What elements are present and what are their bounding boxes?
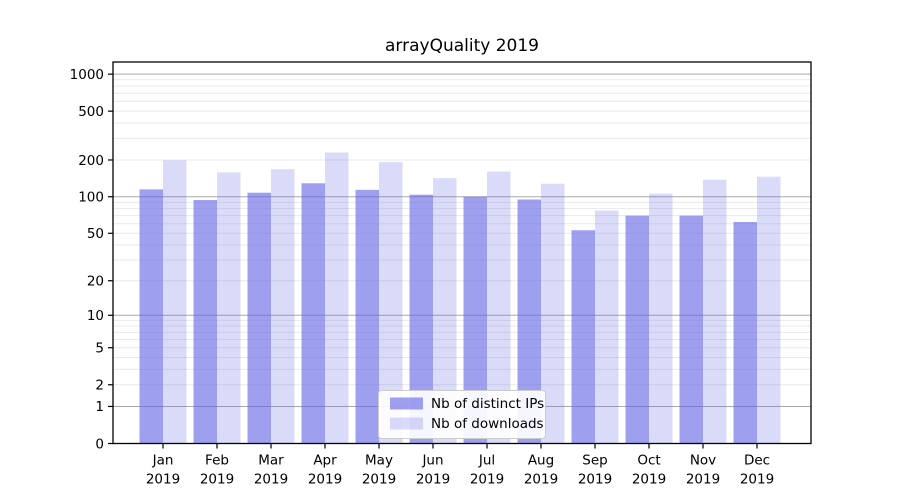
bar-nb-of-distinct-ips-jun: [409, 194, 433, 444]
legend-label-distinct-ips: Nb of distinct IPs: [431, 396, 544, 412]
x-tick-year-oct: 2019: [632, 472, 666, 488]
x-tick-year-sep: 2019: [578, 472, 612, 488]
x-tick-label-mar: Mar: [258, 453, 284, 469]
y-tick-label-200: 200: [78, 153, 104, 169]
x-tick-label-oct: Oct: [637, 453, 660, 469]
x-tick-label-apr: Apr: [313, 453, 337, 469]
bar-nb-of-distinct-ips-oct: [625, 215, 649, 444]
x-tick-year-nov: 2019: [686, 472, 720, 488]
bar-nb-of-distinct-ips-may: [355, 189, 379, 444]
x-tick-year-feb: 2019: [200, 472, 234, 488]
bar-nb-of-downloads-sep: [595, 210, 619, 444]
x-tick-label-nov: Nov: [690, 453, 716, 469]
x-tick-year-aug: 2019: [524, 472, 558, 488]
x-tick-label-may: May: [365, 453, 393, 469]
x-tick-label-jun: Jun: [421, 453, 443, 469]
x-tick-year-dec: 2019: [740, 472, 774, 488]
x-tick-label-jan: Jan: [152, 453, 174, 469]
x-tick-year-may: 2019: [362, 472, 396, 488]
legend: Nb of distinct IPs Nb of downloads: [378, 390, 546, 439]
bar-nb-of-distinct-ips-apr: [301, 183, 325, 444]
legend-swatch-downloads: [390, 417, 423, 430]
y-tick-label-1000: 1000: [70, 67, 104, 83]
y-tick-label-100: 100: [78, 190, 104, 206]
x-tick-year-mar: 2019: [254, 472, 288, 488]
legend-swatch-distinct-ips: [390, 397, 423, 410]
bar-nb-of-distinct-ips-jan: [139, 189, 163, 444]
bar-nb-of-downloads-apr: [325, 152, 349, 444]
chart-title: arrayQuality 2019: [385, 36, 539, 56]
y-tick-label-500: 500: [78, 104, 104, 120]
bar-nb-of-downloads-aug: [541, 183, 565, 444]
x-tick-label-dec: Dec: [744, 453, 770, 469]
bar-nb-of-distinct-ips-sep: [571, 230, 595, 444]
x-tick-label-sep: Sep: [582, 453, 607, 469]
bar-nb-of-distinct-ips-mar: [247, 192, 271, 444]
y-tick-label-50: 50: [87, 226, 104, 242]
bar-nb-of-downloads-mar: [271, 169, 295, 444]
bar-nb-of-distinct-ips-feb: [193, 200, 217, 444]
bar-nb-of-downloads-jun: [433, 178, 457, 444]
y-tick-label-10: 10: [87, 308, 104, 324]
legend-label-downloads: Nb of downloads: [431, 416, 544, 432]
x-tick-year-apr: 2019: [308, 472, 342, 488]
y-tick-label-5: 5: [95, 341, 104, 357]
x-tick-year-jun: 2019: [416, 472, 450, 488]
bar-nb-of-distinct-ips-dec: [733, 222, 757, 444]
y-tick-label-1: 1: [95, 399, 104, 415]
bar-nb-of-distinct-ips-jul: [463, 196, 487, 444]
bar-nb-of-downloads-jul: [487, 171, 511, 444]
bar-nb-of-distinct-ips-aug: [517, 199, 541, 444]
plot-area: 0 1 2 5 10 20 50 100 200 500 1000 Jan 2019 Feb 2019 Mar…: [70, 61, 812, 488]
x-tick-label-feb: Feb: [205, 453, 229, 469]
plot-border: [112, 61, 812, 445]
x-tick-year-jan: 2019: [146, 472, 180, 488]
bar-nb-of-downloads-dec: [757, 176, 781, 444]
bar-nb-of-downloads-nov: [703, 179, 727, 444]
bar-nb-of-downloads-may: [379, 162, 403, 444]
y-tick-label-2: 2: [95, 378, 104, 394]
bar-nb-of-downloads-feb: [217, 172, 241, 444]
y-tick-label-0: 0: [95, 436, 104, 452]
bar-nb-of-distinct-ips-nov: [679, 215, 703, 444]
bar-nb-of-downloads-jan: [163, 160, 187, 444]
x-tick-label-jul: Jul: [478, 453, 495, 469]
y-tick-label-20: 20: [87, 274, 104, 290]
bar-nb-of-downloads-oct: [649, 193, 673, 444]
x-tick-year-jul: 2019: [470, 472, 504, 488]
x-tick-label-aug: Aug: [528, 453, 554, 469]
